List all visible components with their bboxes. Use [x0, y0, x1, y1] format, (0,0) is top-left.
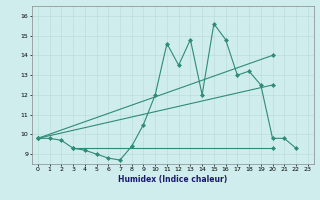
X-axis label: Humidex (Indice chaleur): Humidex (Indice chaleur) — [118, 175, 228, 184]
